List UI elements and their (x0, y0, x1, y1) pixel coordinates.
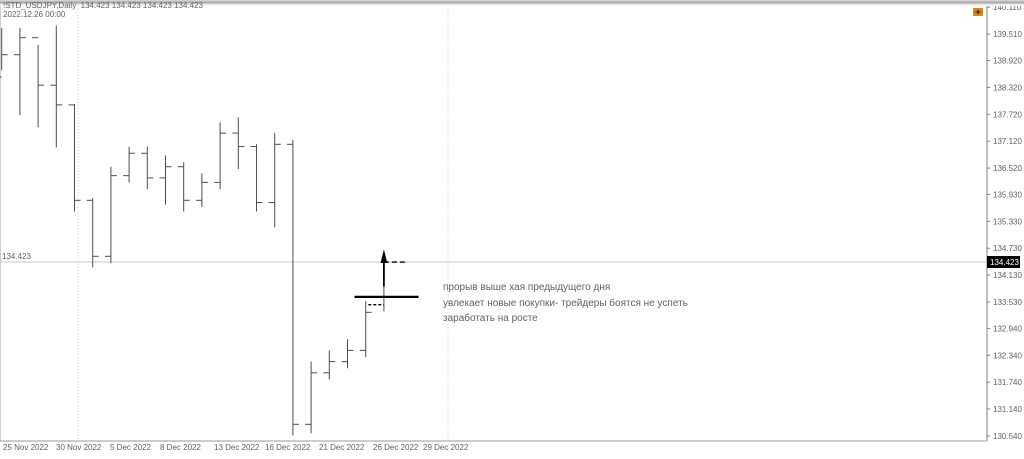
svg-text:16 Dec 2022: 16 Dec 2022 (265, 443, 311, 452)
svg-text:134.730: 134.730 (993, 244, 1022, 253)
svg-text:26 Dec 2022: 26 Dec 2022 (373, 443, 419, 452)
svg-text:30 Nov 2022: 30 Nov 2022 (56, 443, 102, 452)
svg-text:138.320: 138.320 (993, 83, 1022, 92)
svg-text:5 Dec 2022: 5 Dec 2022 (110, 443, 151, 452)
svg-text:134.130: 134.130 (993, 271, 1022, 280)
svg-text:132.340: 132.340 (993, 351, 1022, 360)
svg-text:133.530: 133.530 (993, 298, 1022, 307)
svg-text:25 Nov 2022: 25 Nov 2022 (3, 443, 49, 452)
svg-text:136.520: 136.520 (993, 164, 1022, 173)
svg-text:135.930: 135.930 (993, 190, 1022, 199)
svg-text:13 Dec 2022: 13 Dec 2022 (214, 443, 260, 452)
svg-text:139.510: 139.510 (993, 30, 1022, 39)
svg-text:131.740: 131.740 (993, 378, 1022, 387)
svg-text:29 Dec 2022: 29 Dec 2022 (423, 443, 469, 452)
svg-text:130.540: 130.540 (993, 432, 1022, 441)
svg-text:131.140: 131.140 (993, 405, 1022, 414)
svg-text:132.940: 132.940 (993, 324, 1022, 333)
svg-text:8 Dec 2022: 8 Dec 2022 (160, 443, 201, 452)
svg-text:137.720: 137.720 (993, 110, 1022, 119)
svg-text:134.423: 134.423 (2, 252, 31, 261)
svg-text:137.120: 137.120 (993, 137, 1022, 146)
svg-text:135.330: 135.330 (993, 217, 1022, 226)
svg-text:134.423: 134.423 (990, 258, 1019, 267)
svg-text:21 Dec 2022: 21 Dec 2022 (319, 443, 365, 452)
svg-text:138.920: 138.920 (993, 57, 1022, 66)
